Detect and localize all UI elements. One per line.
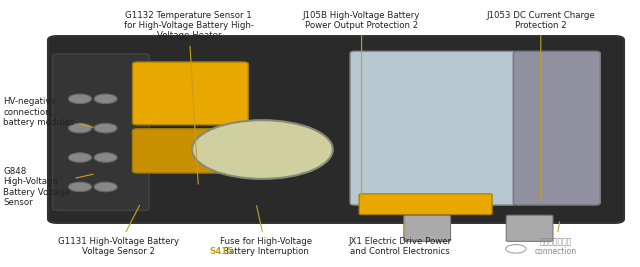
- FancyBboxPatch shape: [48, 36, 624, 223]
- Text: Fuse for High-Voltage
Battery Interruption: Fuse for High-Voltage Battery Interrupti…: [220, 206, 312, 256]
- FancyBboxPatch shape: [404, 215, 451, 241]
- Text: G1131 High-Voltage Battery
Voltage Sensor 2: G1131 High-Voltage Battery Voltage Senso…: [58, 205, 179, 256]
- Circle shape: [68, 123, 92, 133]
- FancyBboxPatch shape: [132, 62, 248, 125]
- FancyBboxPatch shape: [350, 51, 517, 205]
- Text: G1132 Temperature Sensor 1
for High-Voltage Battery High-
Voltage Heater: G1132 Temperature Sensor 1 for High-Volt…: [124, 11, 254, 184]
- Text: 汽车电子设计网
connection: 汽车电子设计网 connection: [534, 222, 577, 256]
- Text: J105B High-Voltage Battery
Power Output Protection 2: J105B High-Voltage Battery Power Output …: [303, 11, 420, 200]
- Circle shape: [68, 94, 92, 104]
- Circle shape: [94, 123, 117, 133]
- FancyBboxPatch shape: [52, 54, 149, 210]
- FancyBboxPatch shape: [506, 215, 553, 241]
- Text: G848
High-Voltage
Battery Voltage
Sensor: G848 High-Voltage Battery Voltage Sensor: [3, 167, 93, 207]
- Text: S415: S415: [209, 247, 234, 256]
- FancyBboxPatch shape: [513, 51, 600, 205]
- Circle shape: [68, 153, 92, 162]
- Circle shape: [94, 182, 117, 192]
- Text: HV-negative
connection,
battery modules: HV-negative connection, battery modules: [3, 97, 93, 127]
- Circle shape: [94, 153, 117, 162]
- Text: JX1 Electric Drive Power
and Control Electronics: JX1 Electric Drive Power and Control Ele…: [348, 222, 452, 256]
- Circle shape: [68, 182, 92, 192]
- Text: J1053 DC Current Charge
Protection 2: J1053 DC Current Charge Protection 2: [486, 11, 595, 200]
- FancyBboxPatch shape: [359, 194, 492, 215]
- Circle shape: [94, 94, 117, 104]
- Circle shape: [192, 120, 333, 179]
- FancyBboxPatch shape: [132, 129, 248, 173]
